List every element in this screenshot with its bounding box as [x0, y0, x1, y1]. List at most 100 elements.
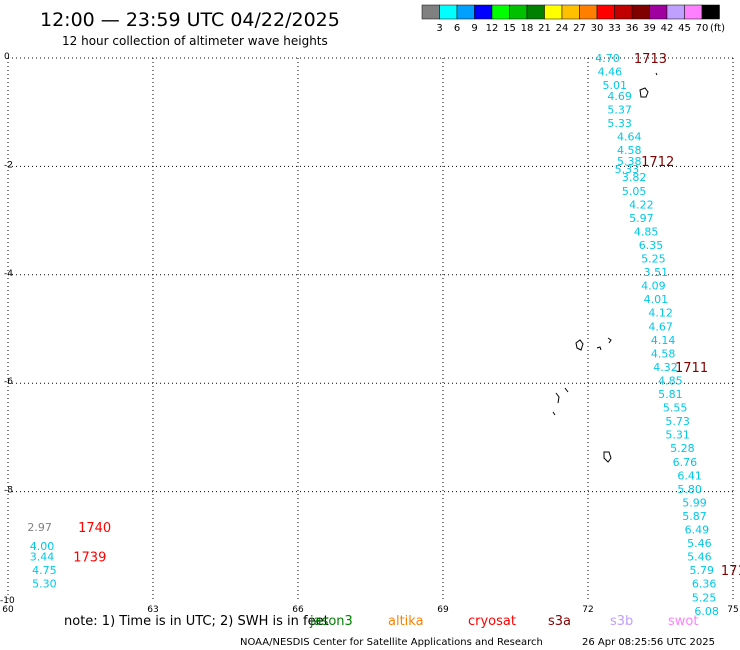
island-outline	[575, 339, 584, 351]
swh-value-label: 4.46	[598, 66, 623, 79]
colorbar-tick-label: 18	[521, 23, 534, 34]
swh-value-label: 6.08	[694, 605, 719, 618]
pass-number-label: 1739	[73, 551, 106, 566]
x-tick-label: 69	[437, 605, 449, 615]
island-outline	[555, 392, 560, 404]
swh-value-label: 5.81	[658, 388, 683, 401]
swh-value-label: 4.85	[634, 225, 659, 238]
swh-value-label: 4.01	[644, 293, 669, 306]
swh-value-label: 5.37	[607, 103, 632, 116]
colorbar-swatch	[544, 4, 563, 20]
colorbar-tick-label: 27	[573, 23, 586, 34]
colorbar-tick-label: 42	[661, 23, 674, 34]
colorbar-tick-label: 24	[556, 23, 569, 34]
pass-number-label: 1740	[78, 521, 111, 536]
swh-value-label: 3.51	[644, 266, 669, 279]
colorbar-tick-label: 9	[471, 23, 477, 34]
swh-value-label: 4.32	[653, 361, 678, 374]
swh-value-label: 5.55	[663, 402, 688, 415]
grid-lines	[7, 57, 734, 600]
colorbar-tick-label: 45	[678, 23, 691, 34]
swh-value-label: 4.70	[595, 52, 620, 65]
swh-value-label: 4.75	[32, 564, 57, 577]
swh-value-label: 4.22	[629, 198, 654, 211]
colorbar-swatch	[509, 4, 528, 20]
swh-tracks: 4.704.465.014.695.375.334.644.585.385.33…	[27, 52, 719, 618]
colorbar-swatch	[474, 4, 493, 20]
swh-value-label: 4.67	[648, 320, 673, 333]
island-outline	[596, 346, 602, 351]
y-tick-label: -4	[4, 269, 13, 279]
island-outline	[603, 451, 612, 463]
swh-value-label: 5.31	[665, 429, 690, 442]
swh-value-label: 5.97	[629, 212, 654, 225]
swh-value-label: 5.80	[677, 483, 702, 496]
colorbar-tick-label: 39	[643, 23, 656, 34]
satellite-legend-altika: altika	[388, 614, 424, 629]
colorbar-tick-label: 21	[538, 23, 551, 34]
swh-value-label: 3.44	[30, 551, 55, 564]
page-subtitle: 12 hour collection of altimeter wave hei…	[62, 34, 328, 48]
colorbar-tick-label: 15	[503, 23, 516, 34]
swh-value-label: 6.49	[685, 524, 710, 537]
footer-note: note: 1) Time is in UTC; 2) SWH is in fe…	[64, 614, 329, 629]
colorbar-swatch	[421, 4, 440, 20]
y-tick-label: -8	[4, 486, 13, 496]
page-title: 12:00 — 23:59 UTC 04/22/2025	[40, 9, 340, 31]
colorbar-swatch	[456, 4, 475, 20]
footer-credit: NOAA/NESDIS Center for Satellite Applica…	[240, 637, 543, 648]
colorbar-swatch	[614, 4, 633, 20]
satellite-legend-s3b: s3b	[610, 614, 633, 629]
swh-value-label: 5.38	[617, 155, 642, 168]
colorbar-swatch	[701, 4, 720, 20]
x-tick-label: 66	[292, 605, 304, 615]
colorbar-tick-label: 36	[626, 23, 639, 34]
swh-value-label: 4.85	[658, 374, 683, 387]
pass-labels: 1713 1712 1711 1710 1740 1739	[73, 52, 740, 579]
colorbar-swatch	[579, 4, 598, 20]
swh-value-label: 4.09	[641, 280, 666, 293]
swh-value-label: 6.35	[639, 239, 664, 252]
land-outlines	[552, 72, 658, 463]
x-tick-label: 60	[2, 605, 14, 615]
swh-value-label: 5.79	[690, 564, 715, 577]
colorbar-swatch	[561, 4, 580, 20]
swh-value-label: 6.41	[677, 469, 702, 482]
swh-value-label: 4.64	[617, 131, 642, 144]
swh-value-label: 4.58	[651, 347, 676, 360]
colorbar-tick-label: 3	[436, 23, 442, 34]
swh-value-label: 5.30	[32, 578, 57, 591]
swh-value-label: 5.01	[603, 79, 628, 92]
colorbar-swatch	[491, 4, 510, 20]
pass-number-label: 1713	[634, 52, 667, 67]
y-tick-label: 0	[4, 52, 10, 62]
swh-value-label: 5.28	[670, 442, 695, 455]
swh-value-label: 5.25	[641, 253, 666, 266]
satellite-legend-swot: swot	[668, 614, 698, 629]
pass-number-label: 1712	[641, 155, 674, 170]
colorbar-swatch	[596, 4, 615, 20]
colorbar-tick-label: 33	[608, 23, 621, 34]
swh-value-label: 5.46	[687, 551, 712, 564]
colorbar-tick-label: 70	[696, 23, 709, 34]
x-tick-label: 72	[582, 605, 593, 615]
satellite-legend-s3a: s3a	[548, 614, 571, 629]
swh-value-label: 4.69	[607, 90, 632, 103]
swh-value-label: 5.73	[665, 415, 690, 428]
x-tick-label: 63	[147, 605, 158, 615]
swh-value-label: 6.76	[673, 456, 698, 469]
colorbar-swatch	[631, 4, 650, 20]
satellite-legend-jason3: jason3	[309, 614, 353, 629]
colorbar-tick-label: 12	[486, 23, 499, 34]
swh-value-label: 5.05	[622, 185, 647, 198]
island-outline	[639, 87, 649, 98]
island-outline	[607, 337, 612, 344]
swh-value-label: 4.58	[617, 144, 642, 157]
swh-value-label: 5.33	[607, 117, 632, 130]
pass-number-label: 1711	[675, 361, 708, 376]
swh-value-label: 5.25	[692, 591, 717, 604]
swh-value-label: 5.46	[687, 537, 712, 550]
y-tick-label: -10	[0, 596, 15, 606]
colorbar-swatch	[684, 4, 703, 20]
